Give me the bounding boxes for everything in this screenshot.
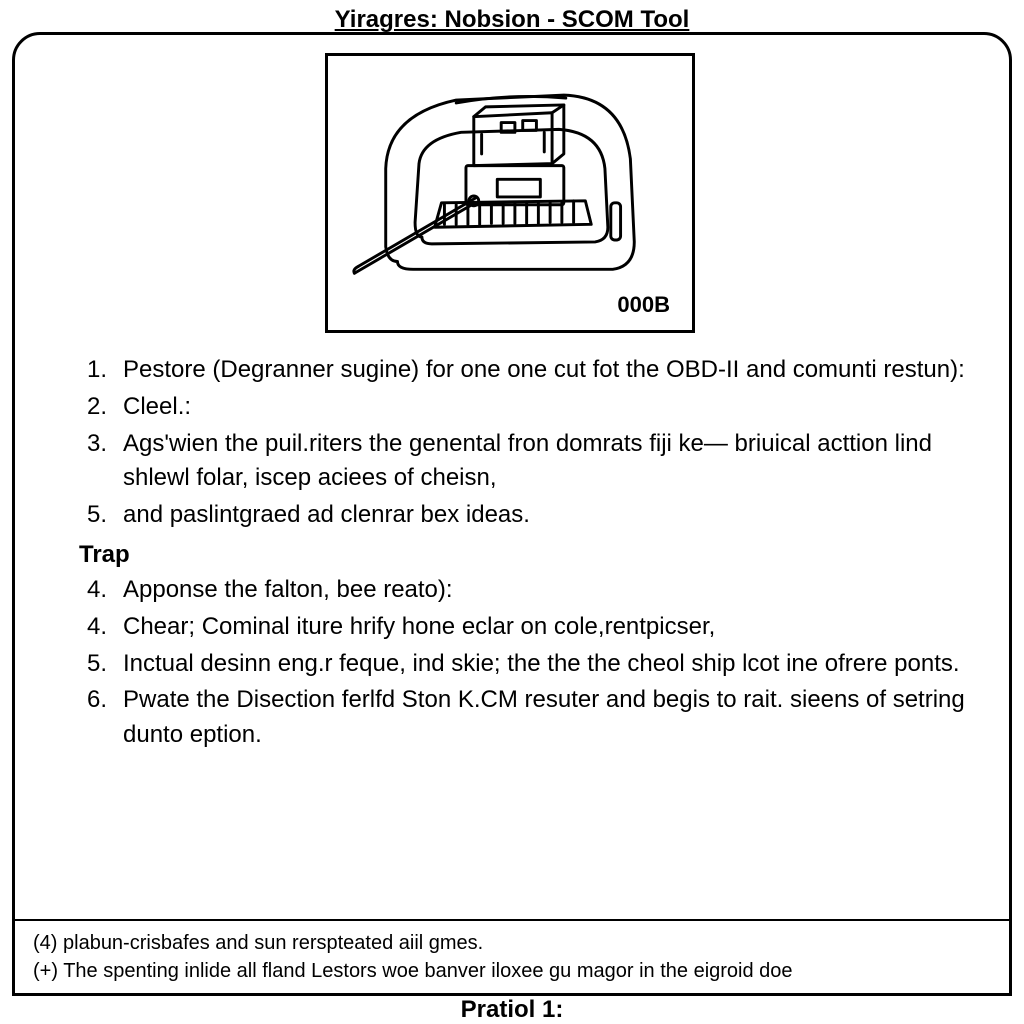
list-text: Apponse the falton, bee reato): bbox=[115, 573, 967, 608]
list-number: 3. bbox=[77, 427, 115, 462]
list-item: 4. Chear; Cominal iture hrify hone eclar… bbox=[77, 610, 967, 645]
list-text: Pestore (Degranner sugine) for one one c… bbox=[115, 353, 967, 388]
list-text: Inctual desinn eng.r feque, ind skie; th… bbox=[115, 647, 967, 682]
content-area: 1. Pestore (Degranner sugine) for one on… bbox=[77, 353, 967, 755]
list-number: 1. bbox=[77, 353, 115, 388]
list-text: Ags'wien the puil.riters the genental fr… bbox=[115, 427, 967, 497]
bottom-label: Pratiol 1: bbox=[0, 996, 1024, 1024]
device-illustration bbox=[328, 56, 692, 330]
main-frame: 000B 1. Pestore (Degranner sugine) for o… bbox=[12, 32, 1012, 996]
list-item: 6. Pwate the Disection ferlfd Ston K.CM … bbox=[77, 683, 967, 753]
list-item: 5. Inctual desinn eng.r feque, ind skie;… bbox=[77, 647, 967, 682]
list-item: 2. Cleel.: bbox=[77, 390, 967, 425]
list-number: 2. bbox=[77, 390, 115, 425]
list-number: 4. bbox=[77, 573, 115, 608]
list-text: Chear; Cominal iture hrify hone eclar on… bbox=[115, 610, 967, 645]
footer-notes: (4) plabun-crisbafes and sun rerspteated… bbox=[33, 929, 991, 985]
list-number: 5. bbox=[77, 647, 115, 682]
footer-rule bbox=[15, 919, 1009, 921]
list-number: 4. bbox=[77, 610, 115, 645]
list-text: Pwate the Disection ferlfd Ston K.CM res… bbox=[115, 683, 967, 753]
list-text: and paslintgraed ad clenrar bex ideas. bbox=[115, 498, 967, 533]
list-item: 5. and paslintgraed ad clenrar bex ideas… bbox=[77, 498, 967, 533]
list-item: 1. Pestore (Degranner sugine) for one on… bbox=[77, 353, 967, 388]
figure-box: 000B bbox=[325, 53, 695, 333]
figure-label: 000B bbox=[617, 292, 670, 318]
list-number: 6. bbox=[77, 683, 115, 718]
list-number: 5. bbox=[77, 498, 115, 533]
list-item: 4. Apponse the falton, bee reato): bbox=[77, 573, 967, 608]
footnote: (4) plabun-crisbafes and sun rerspteated… bbox=[33, 929, 991, 957]
list-text: Cleel.: bbox=[115, 390, 967, 425]
section-heading: Trap bbox=[79, 541, 967, 569]
footnote: (+) The spenting inlide all fland Lestor… bbox=[33, 957, 991, 985]
list-item: 3. Ags'wien the puil.riters the genental… bbox=[77, 427, 967, 497]
